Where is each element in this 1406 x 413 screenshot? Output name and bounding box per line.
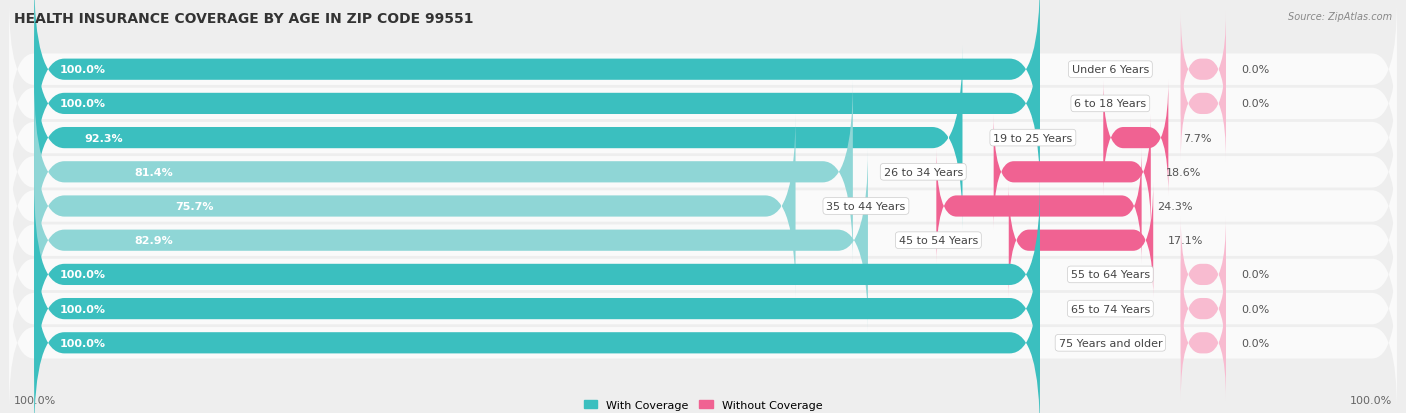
Text: 55 to 64 Years: 55 to 64 Years <box>1071 270 1150 280</box>
FancyBboxPatch shape <box>34 149 868 332</box>
FancyBboxPatch shape <box>936 149 1142 264</box>
FancyBboxPatch shape <box>1181 285 1226 401</box>
Text: 45 to 54 Years: 45 to 54 Years <box>898 236 979 246</box>
FancyBboxPatch shape <box>8 273 1398 413</box>
Text: 6 to 18 Years: 6 to 18 Years <box>1074 99 1146 109</box>
Text: 100.0%: 100.0% <box>59 99 105 109</box>
Text: 81.4%: 81.4% <box>135 167 173 177</box>
FancyBboxPatch shape <box>8 171 1398 310</box>
FancyBboxPatch shape <box>34 81 853 264</box>
Text: 100.0%: 100.0% <box>59 304 105 314</box>
FancyBboxPatch shape <box>1104 81 1168 196</box>
Text: 92.3%: 92.3% <box>84 133 124 143</box>
FancyBboxPatch shape <box>1008 183 1153 298</box>
Text: 100.0%: 100.0% <box>59 270 105 280</box>
Text: 0.0%: 0.0% <box>1241 338 1270 348</box>
FancyBboxPatch shape <box>8 137 1398 276</box>
Text: Under 6 Years: Under 6 Years <box>1071 65 1149 75</box>
Text: 19 to 25 Years: 19 to 25 Years <box>993 133 1073 143</box>
FancyBboxPatch shape <box>1181 12 1226 128</box>
FancyBboxPatch shape <box>8 69 1398 208</box>
FancyBboxPatch shape <box>8 205 1398 344</box>
Text: 0.0%: 0.0% <box>1241 304 1270 314</box>
FancyBboxPatch shape <box>1181 251 1226 366</box>
Text: 7.7%: 7.7% <box>1184 133 1212 143</box>
Text: 24.3%: 24.3% <box>1157 202 1192 211</box>
Text: 100.0%: 100.0% <box>59 338 105 348</box>
Text: 35 to 44 Years: 35 to 44 Years <box>827 202 905 211</box>
Text: 0.0%: 0.0% <box>1241 65 1270 75</box>
FancyBboxPatch shape <box>34 217 1040 401</box>
FancyBboxPatch shape <box>34 47 963 230</box>
Text: 0.0%: 0.0% <box>1241 270 1270 280</box>
FancyBboxPatch shape <box>8 0 1398 140</box>
FancyBboxPatch shape <box>8 35 1398 174</box>
Text: 75 Years and older: 75 Years and older <box>1059 338 1163 348</box>
Text: 82.9%: 82.9% <box>135 236 173 246</box>
Text: 100.0%: 100.0% <box>14 395 56 405</box>
FancyBboxPatch shape <box>1181 217 1226 332</box>
Text: HEALTH INSURANCE COVERAGE BY AGE IN ZIP CODE 99551: HEALTH INSURANCE COVERAGE BY AGE IN ZIP … <box>14 12 474 26</box>
FancyBboxPatch shape <box>1181 47 1226 162</box>
FancyBboxPatch shape <box>34 115 796 298</box>
FancyBboxPatch shape <box>34 12 1040 196</box>
Text: 65 to 74 Years: 65 to 74 Years <box>1071 304 1150 314</box>
FancyBboxPatch shape <box>34 0 1040 162</box>
Text: 17.1%: 17.1% <box>1168 236 1204 246</box>
Text: 75.7%: 75.7% <box>174 202 214 211</box>
Text: 100.0%: 100.0% <box>59 65 105 75</box>
Text: Source: ZipAtlas.com: Source: ZipAtlas.com <box>1288 12 1392 22</box>
FancyBboxPatch shape <box>34 251 1040 413</box>
FancyBboxPatch shape <box>8 103 1398 242</box>
FancyBboxPatch shape <box>994 115 1150 230</box>
Legend: With Coverage, Without Coverage: With Coverage, Without Coverage <box>579 395 827 413</box>
Text: 100.0%: 100.0% <box>1350 395 1392 405</box>
FancyBboxPatch shape <box>34 183 1040 366</box>
Text: 0.0%: 0.0% <box>1241 99 1270 109</box>
Text: 18.6%: 18.6% <box>1166 167 1201 177</box>
FancyBboxPatch shape <box>8 239 1398 378</box>
Text: 26 to 34 Years: 26 to 34 Years <box>883 167 963 177</box>
